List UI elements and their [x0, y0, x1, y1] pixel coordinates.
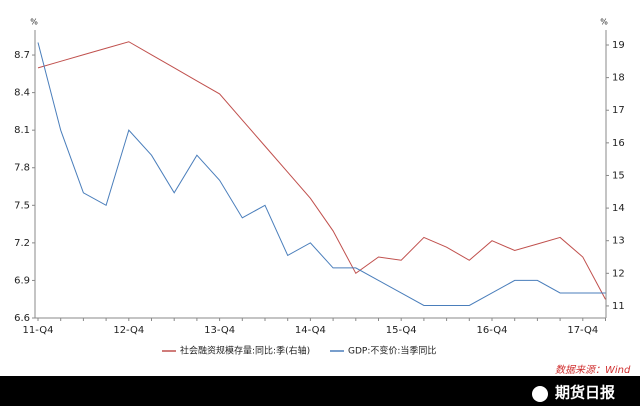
- y2-tick-label: 12: [612, 268, 625, 279]
- y-tick-label: 8.1: [14, 125, 30, 136]
- y-tick-label: 6.9: [14, 275, 30, 286]
- legend-label: GDP:不变价:当季同比: [348, 345, 436, 357]
- y2-tick-label: 17: [612, 105, 625, 116]
- background: [0, 0, 640, 376]
- x-tick-label: 16-Q4: [477, 325, 508, 336]
- y-tick-label: 8.7: [14, 50, 30, 61]
- y2-unit: %: [600, 18, 608, 27]
- x-tick-label: 17-Q4: [567, 325, 598, 336]
- series-line: [37, 41, 606, 300]
- legend-label: 社会融资规模存量:同比:季(右轴): [180, 345, 310, 357]
- series-line: [37, 42, 606, 306]
- y-tick-label: 7.8: [14, 163, 30, 174]
- y-tick-label: 8.4: [14, 88, 30, 99]
- y-tick-label: 6.6: [14, 313, 30, 324]
- y-tick-label: 7.5: [14, 200, 30, 211]
- y2-tick-label: 19: [612, 40, 625, 51]
- y2-tick-label: 14: [612, 203, 625, 214]
- y-tick-label: 7.2: [14, 238, 30, 249]
- y2-tick-label: 11: [612, 301, 625, 312]
- y2-tick-label: 15: [612, 170, 625, 181]
- x-tick-label: 12-Q4: [113, 325, 144, 336]
- x-tick-label: 11-Q4: [23, 325, 54, 336]
- y2-tick-label: 16: [612, 138, 625, 149]
- x-tick-label: 14-Q4: [295, 325, 326, 336]
- y2-tick-label: 13: [612, 236, 625, 247]
- y2-tick-label: 18: [612, 73, 625, 84]
- logo-icon: [532, 386, 548, 402]
- logo: 期货日报: [555, 384, 615, 402]
- source: 数据来源：Wind: [555, 364, 631, 376]
- y-unit: %: [30, 18, 38, 27]
- x-tick-label: 13-Q4: [204, 325, 235, 336]
- x-tick-label: 15-Q4: [386, 325, 417, 336]
